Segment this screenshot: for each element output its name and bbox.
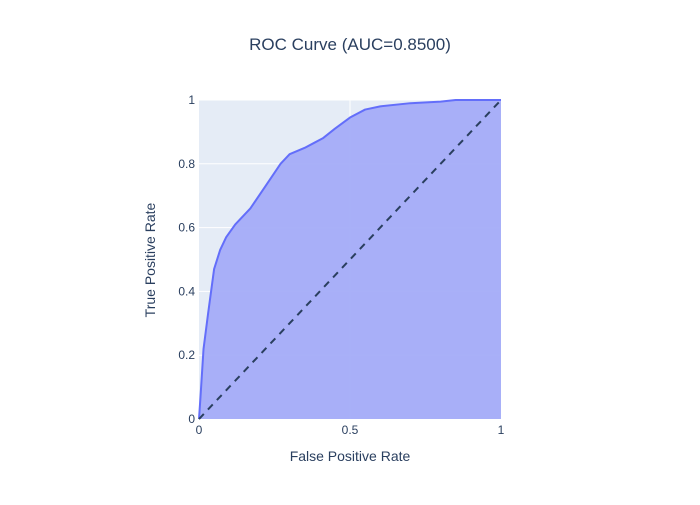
chart-title: ROC Curve (AUC=0.8500) (249, 35, 451, 54)
x-tick-label: 1 (498, 423, 505, 437)
y-tick-label: 1 (188, 93, 195, 107)
y-tick-label: 0.8 (178, 157, 195, 171)
y-tick-label: 0.4 (178, 284, 195, 298)
y-axis-label: True Positive Rate (142, 202, 158, 317)
tick-layer: 0 0.5 1 0 0.2 0.4 0.6 0.8 1 (178, 93, 504, 437)
x-tick-label: 0 (196, 423, 203, 437)
x-axis-label: False Positive Rate (290, 448, 411, 464)
y-tick-label: 0.2 (178, 348, 195, 362)
roc-curve-line (198, 99, 501, 420)
x-tick-label: 0.5 (342, 423, 359, 437)
random-diagonal-line (198, 99, 502, 420)
y-tick-label: 0.6 (178, 221, 195, 235)
series-layer (198, 99, 502, 420)
y-tick-label: 0 (188, 412, 195, 426)
